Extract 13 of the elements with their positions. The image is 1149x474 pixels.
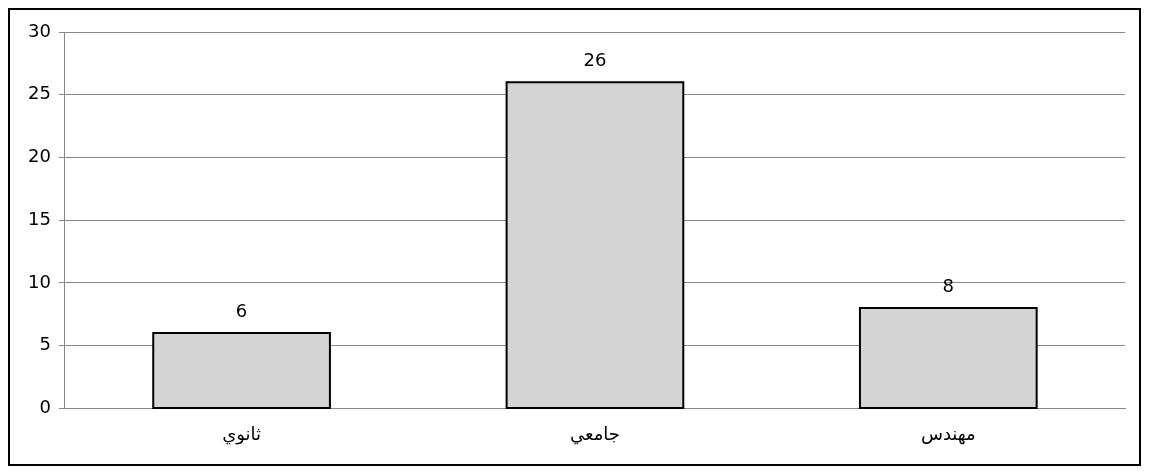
x-tick-label: مهندس: [920, 422, 976, 445]
y-tick-label: 15: [28, 207, 51, 229]
y-tick-label: 0: [39, 396, 51, 418]
data-label: 26: [583, 48, 607, 70]
data-label: 8: [942, 274, 955, 296]
y-tick-label: 25: [28, 82, 51, 104]
y-tick-label: 5: [39, 333, 51, 355]
y-tick-label: 20: [28, 145, 51, 167]
x-tick-label: ثانوي: [222, 422, 262, 445]
x-tick-label: جامعي: [569, 422, 620, 445]
y-tick-label: 10: [28, 270, 51, 292]
data-label: 6: [235, 299, 248, 321]
y-tick-label: 30: [28, 19, 51, 41]
